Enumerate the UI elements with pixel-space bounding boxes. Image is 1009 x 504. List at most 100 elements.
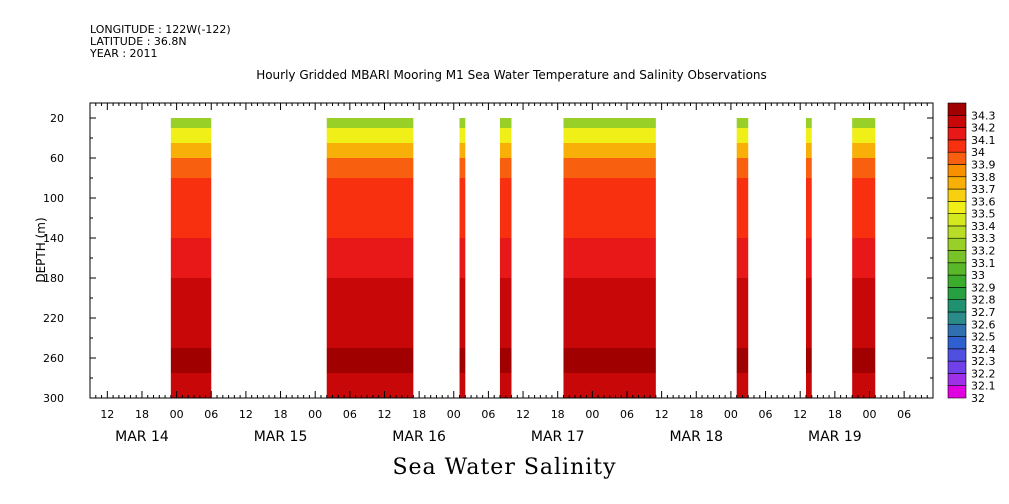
data-segment-7-layer-2 [852, 143, 876, 158]
x-hour-label: 06 [204, 408, 218, 421]
data-segment-4-layer-9 [563, 348, 656, 373]
colorbar-swatch [947, 213, 967, 227]
y-tick-label: 100 [43, 192, 64, 205]
data-segment-6-layer-8 [805, 328, 812, 348]
x-axis: 12 18 00 06 12 18 00 06 12 18 00 06 12 18 00 06 12 18 00 06… [89, 103, 934, 445]
colorbar-label: 32.2 [971, 367, 996, 380]
data-segment-2-layer-10 [459, 373, 466, 398]
data-segment-5-layer-2 [736, 143, 749, 158]
colorbar-swatch [947, 139, 967, 153]
data-segment-5-layer-4 [736, 178, 749, 208]
x-hour-label: 06 [343, 408, 357, 421]
colorbar-swatch [947, 102, 967, 116]
data-segment-6-layer-6 [805, 238, 812, 278]
data-segment-1-layer-1 [326, 128, 414, 143]
data-segment-3-layer-7 [499, 278, 512, 328]
data-segment-1-layer-3 [326, 158, 414, 178]
data-segment-1-layer-0 [326, 118, 414, 128]
x-date-label: MAR 14 [115, 429, 169, 445]
data-segment-0-layer-4 [170, 178, 212, 208]
x-hour-label: 00 [724, 408, 738, 421]
data-segment-1-layer-9 [326, 348, 414, 373]
x-hour-label: 12 [516, 408, 530, 421]
colorbar-swatch [947, 323, 967, 337]
colorbar-label: 34 [971, 146, 985, 159]
x-hour-label: 06 [620, 408, 634, 421]
colorbar-label: 33.9 [971, 158, 996, 171]
data-segment-4-layer-7 [563, 278, 656, 328]
colorbar-swatch [947, 114, 967, 128]
data-segment-5-layer-5 [736, 208, 749, 238]
data-segment-5-layer-9 [736, 348, 749, 373]
data-segment-5-layer-10 [736, 373, 749, 398]
x-hour-label: 06 [759, 408, 773, 421]
data-segment-2-layer-5 [459, 208, 466, 238]
y-tick-label: 260 [43, 352, 64, 365]
colorbar-label: 32.7 [971, 306, 996, 319]
data-segment-4-layer-8 [563, 328, 656, 348]
colorbar-swatch [947, 250, 967, 264]
year-label: YEAR : 2011 [90, 47, 158, 60]
colorbar-swatch [947, 299, 967, 313]
data-segment-1-layer-8 [326, 328, 414, 348]
colorbar-swatch [947, 287, 967, 300]
data-segment-7-layer-5 [852, 208, 876, 238]
y-tick-label: 180 [43, 272, 64, 285]
data-segment-6-layer-9 [805, 348, 812, 373]
data-segment-5-layer-0 [736, 118, 749, 128]
data-segment-0-layer-10 [170, 373, 212, 398]
colorbar-swatch [947, 151, 967, 165]
data-segment-4-layer-6 [563, 238, 656, 278]
data-segment-6-layer-1 [805, 128, 812, 143]
x-hour-label: 06 [897, 408, 911, 421]
x-hour-label: 18 [135, 408, 149, 421]
data-segment-6-layer-0 [805, 118, 812, 128]
longitude-label: LONGITUDE : 122W(-122) [90, 23, 231, 36]
colorbar-swatch [947, 336, 967, 350]
data-segment-5-layer-3 [736, 158, 749, 178]
colorbar-swatch [947, 164, 967, 178]
data-segment-1-layer-5 [326, 208, 414, 238]
y-tick-label: 220 [43, 312, 64, 325]
colorbar-swatch [947, 188, 967, 202]
data-segment-7-layer-7 [852, 278, 876, 328]
data-segment-1-layer-10 [326, 373, 414, 398]
x-axis-label: Sea Water Salinity [392, 455, 617, 480]
x-date-label: MAR 15 [254, 429, 308, 445]
colorbar-label: 32.5 [971, 331, 996, 344]
chart-title: Hourly Gridded MBARI Mooring M1 Sea Wate… [256, 68, 767, 82]
x-hour-label: 12 [377, 408, 391, 421]
data-segment-0-layer-1 [170, 128, 212, 143]
colorbar-swatch [947, 311, 967, 325]
data-segment-5-layer-1 [736, 128, 749, 143]
colorbar-label: 33.5 [971, 208, 996, 221]
x-date-label: MAR 16 [392, 429, 446, 445]
x-hour-label: 00 [170, 408, 184, 421]
x-hour-label: 12 [793, 408, 807, 421]
data-segment-2-layer-6 [459, 238, 466, 278]
data-segment-4-layer-0 [563, 118, 656, 128]
y-axis-label: DEPTH (m) [34, 217, 48, 282]
colorbar-label: 34.2 [971, 122, 996, 135]
colorbar-swatch [947, 176, 967, 190]
x-hour-label: 12 [655, 408, 669, 421]
data-segment-7-layer-10 [852, 373, 876, 398]
data-segment-3-layer-5 [499, 208, 512, 238]
colorbar-swatch [947, 348, 967, 362]
data-segment-0-layer-7 [170, 278, 212, 328]
x-hour-label: 00 [862, 408, 876, 421]
data-segment-2-layer-9 [459, 348, 466, 373]
data-segment-4-layer-2 [563, 143, 656, 158]
data-segment-7-layer-0 [852, 118, 876, 128]
colorbar-label: 34.3 [971, 109, 996, 122]
data-segment-7-layer-6 [852, 238, 876, 278]
data-segment-3-layer-9 [499, 348, 512, 373]
data-segment-3-layer-0 [499, 118, 512, 128]
colorbar-label: 34.1 [971, 134, 996, 147]
x-hour-label: 00 [308, 408, 322, 421]
colorbar-label: 33.1 [971, 257, 996, 270]
data-segment-2-layer-2 [459, 143, 466, 158]
data-segment-1-layer-4 [326, 178, 414, 208]
x-hour-label: 18 [689, 408, 703, 421]
